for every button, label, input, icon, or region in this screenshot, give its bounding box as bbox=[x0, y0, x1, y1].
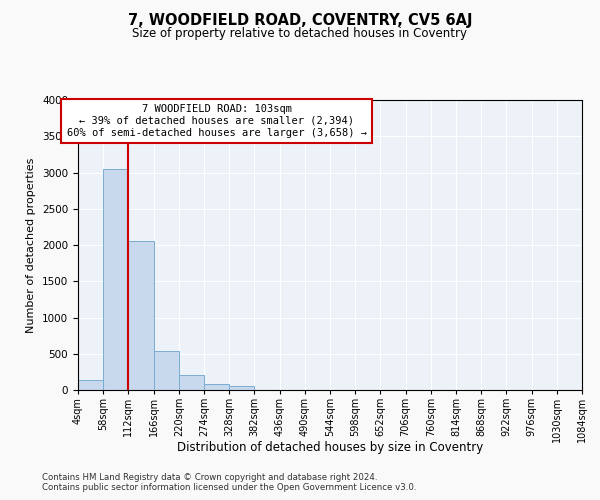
Text: 7 WOODFIELD ROAD: 103sqm
← 39% of detached houses are smaller (2,394)
60% of sem: 7 WOODFIELD ROAD: 103sqm ← 39% of detach… bbox=[67, 104, 367, 138]
Bar bbox=[179, 375, 204, 390]
Y-axis label: Number of detached properties: Number of detached properties bbox=[26, 158, 37, 332]
Bar bbox=[78, 380, 103, 390]
Text: 7, WOODFIELD ROAD, COVENTRY, CV5 6AJ: 7, WOODFIELD ROAD, COVENTRY, CV5 6AJ bbox=[128, 12, 472, 28]
Bar bbox=[229, 386, 254, 390]
Bar bbox=[204, 384, 229, 390]
Text: Distribution of detached houses by size in Coventry: Distribution of detached houses by size … bbox=[177, 441, 483, 454]
Text: Contains public sector information licensed under the Open Government Licence v3: Contains public sector information licen… bbox=[42, 484, 416, 492]
Bar bbox=[128, 240, 154, 390]
Text: Contains HM Land Registry data © Crown copyright and database right 2024.: Contains HM Land Registry data © Crown c… bbox=[42, 474, 377, 482]
Text: Size of property relative to detached houses in Coventry: Size of property relative to detached ho… bbox=[133, 28, 467, 40]
Bar bbox=[154, 351, 179, 390]
Bar bbox=[103, 169, 128, 390]
